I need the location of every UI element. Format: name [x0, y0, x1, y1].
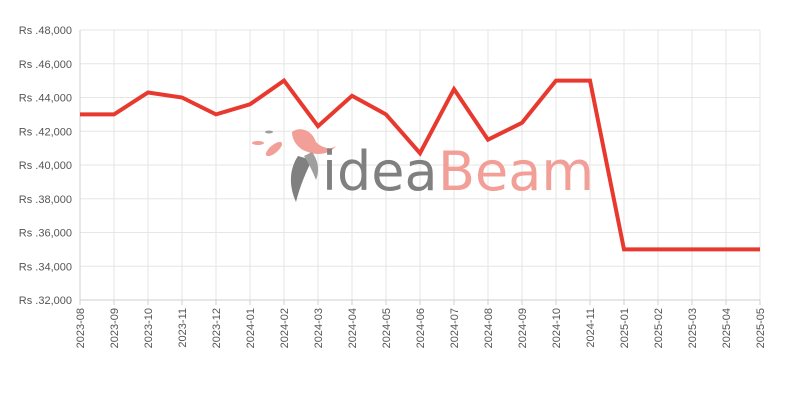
y-tick-label: Rs .46,000 [19, 59, 72, 71]
x-tick-label: 2023-09 [109, 308, 121, 348]
x-tick-label: 2023-12 [211, 308, 223, 348]
x-tick-label: 2025-04 [721, 308, 733, 348]
x-tick-label: 2024-10 [551, 308, 563, 348]
y-tick-label: Rs .40,000 [19, 160, 72, 172]
y-tick-label: Rs .42,000 [19, 126, 72, 138]
x-tick-label: 2024-07 [449, 308, 461, 348]
x-tick-label: 2024-11 [585, 308, 597, 348]
x-tick-label: 2025-02 [653, 308, 665, 348]
ideabeam-watermark: idea Beam [252, 129, 594, 203]
y-tick-label: Rs .34,000 [19, 261, 72, 273]
watermark-text-beam: Beam [438, 140, 594, 203]
x-tick-label: 2024-02 [279, 308, 291, 348]
x-tick-label: 2025-05 [755, 308, 767, 348]
y-tick-label: Rs .32,000 [19, 295, 72, 307]
y-tick-label: Rs .38,000 [19, 194, 72, 206]
y-tick-label: Rs .48,000 [19, 25, 72, 37]
x-tick-label: 2024-08 [483, 308, 495, 348]
x-tick-label: 2025-03 [687, 308, 699, 348]
x-tick-label: 2023-08 [75, 308, 87, 348]
x-tick-label: 2024-01 [245, 308, 257, 348]
x-tick-label: 2024-06 [415, 308, 427, 348]
x-tick-label: 2024-03 [313, 308, 325, 348]
x-axis-tick-labels: 2023-08 2023-09 2023-10 2023-11 2023-12 2024-… [75, 308, 767, 348]
x-tick-label: 2025-01 [619, 308, 631, 348]
x-tick-label: 2024-05 [381, 308, 393, 348]
y-tick-label: Rs .44,000 [19, 93, 72, 105]
x-tick-label: 2023-11 [177, 308, 189, 348]
y-tick-label: Rs .36,000 [19, 228, 72, 240]
x-tick-label: 2024-04 [347, 308, 359, 348]
x-tick-label: 2023-10 [143, 308, 155, 348]
x-tick-label: 2024-09 [517, 308, 529, 348]
y-axis-tick-labels: Rs .32,000 Rs .34,000 Rs .36,000 Rs .38,000… [19, 25, 72, 307]
